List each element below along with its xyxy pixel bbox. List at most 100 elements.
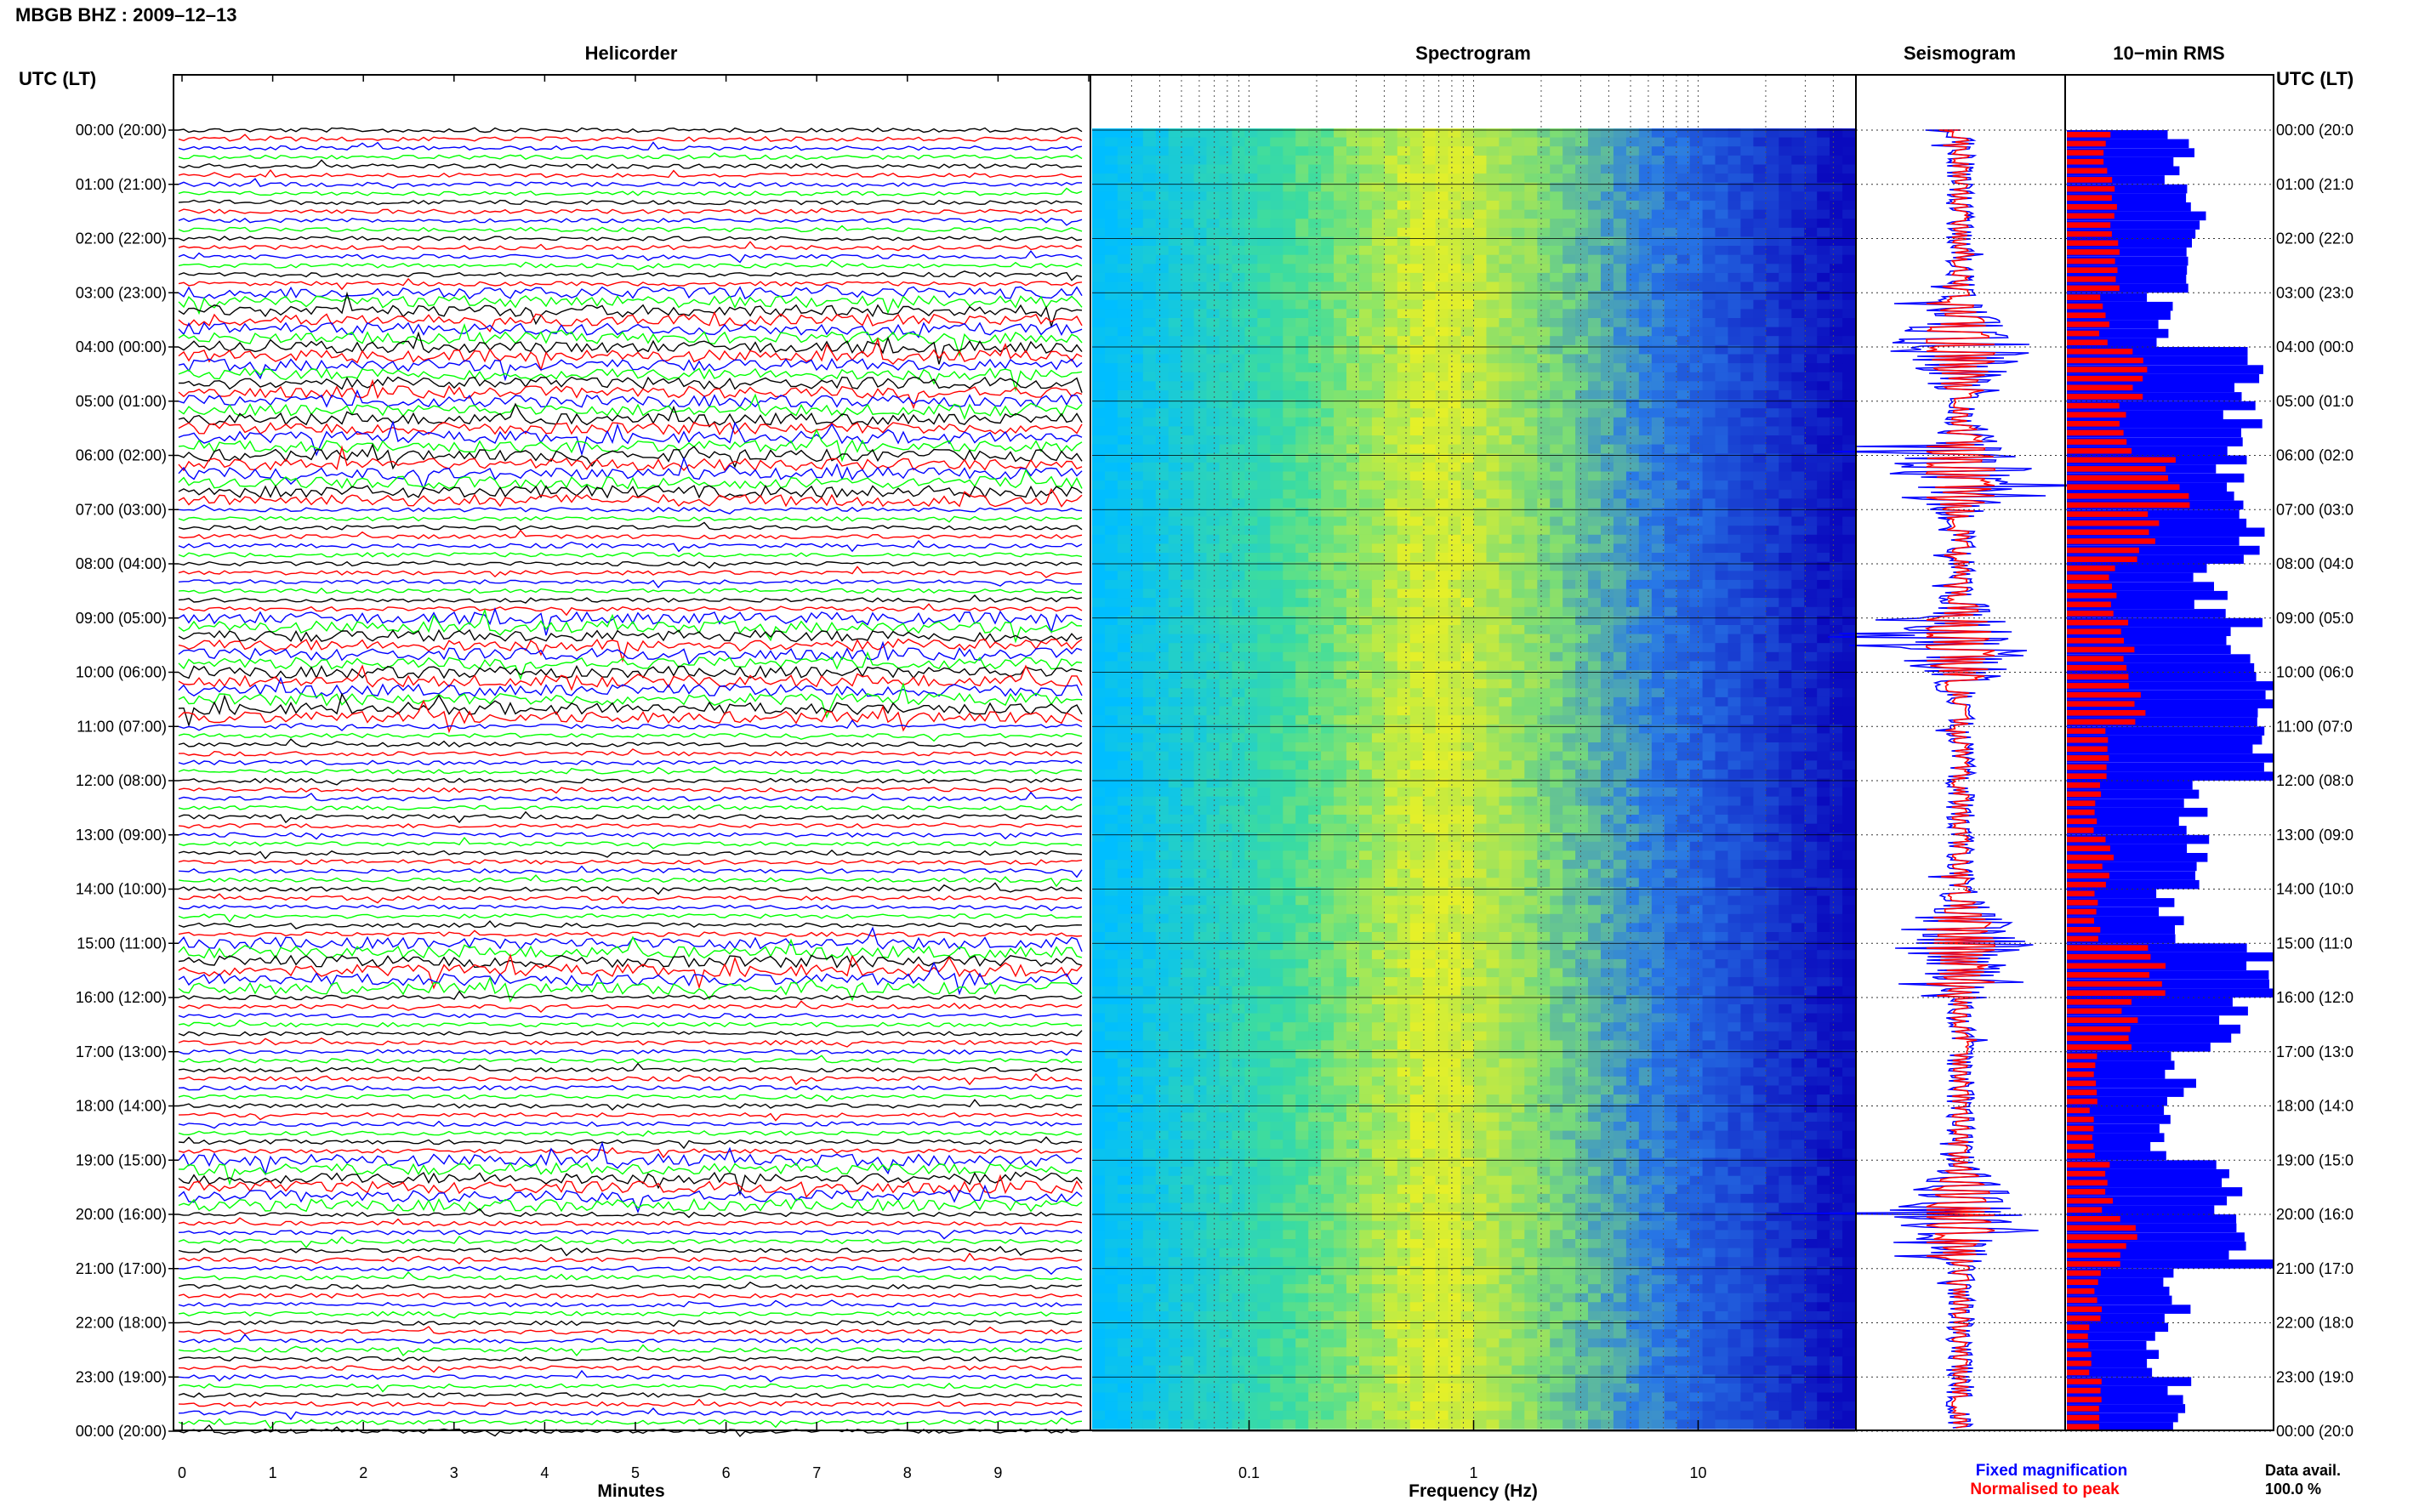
spectrogram-cell: [1550, 182, 1563, 192]
spectrogram-cell: [1638, 815, 1653, 825]
spectrogram-cell: [1625, 606, 1640, 617]
spectrogram-cell: [1588, 128, 1602, 139]
spectrogram-cell: [1435, 706, 1449, 716]
spectrogram-cell: [1371, 616, 1386, 626]
spectrogram-cell: [1232, 516, 1245, 526]
spectrogram-cell: [1625, 200, 1640, 211]
spectrogram-cell: [1651, 643, 1665, 653]
spectrogram-cell: [1244, 344, 1258, 355]
spectrogram-cell: [1740, 389, 1754, 401]
spectrogram-cell: [1219, 670, 1232, 680]
spectrogram-cell: [1384, 200, 1398, 211]
spectrogram-cell: [1181, 408, 1195, 418]
spectrogram-cell: [1676, 634, 1691, 644]
spectrogram-cell: [1283, 408, 1296, 418]
spectrogram-cell: [1193, 381, 1208, 391]
spectrogram-cell: [1308, 453, 1322, 463]
spectrogram-cell: [1817, 815, 1830, 825]
spectrogram-cell: [1193, 480, 1208, 491]
spectrogram-cell: [1740, 444, 1754, 454]
spectrogram-cell: [1295, 344, 1309, 355]
spectrogram-cell: [1257, 787, 1271, 798]
spectrogram-cell: [1257, 579, 1271, 590]
spectrogram-cell: [1842, 534, 1856, 544]
spectrogram-cell: [1130, 606, 1144, 617]
spectrogram-cell: [1676, 625, 1691, 635]
spectrogram-cell: [1295, 272, 1309, 283]
spectrogram-cell: [1537, 200, 1551, 211]
spectrogram-cell: [1321, 381, 1335, 391]
spectrogram-cell: [1448, 291, 1462, 301]
spectrogram-cell: [1334, 227, 1347, 237]
spectrogram-cell: [1270, 534, 1283, 544]
spectrogram-cell: [1105, 219, 1118, 229]
spectrogram-cell: [1422, 651, 1437, 662]
spectrogram-cell: [1473, 182, 1487, 192]
spectrogram-cell: [1346, 236, 1360, 247]
spectrogram-cell: [1842, 516, 1856, 526]
spectrogram-cell: [1384, 805, 1398, 816]
spectrogram-cell: [1511, 363, 1525, 373]
spectrogram-cell: [1219, 291, 1232, 301]
spectrogram-cell: [1117, 435, 1131, 446]
spectrogram-cell: [1397, 155, 1411, 166]
spectrogram-cell: [1130, 670, 1144, 680]
spectrogram-cell: [1588, 336, 1602, 346]
spectrogram-cell: [1842, 372, 1856, 382]
spectrogram-cell: [1486, 191, 1500, 202]
spectrogram-cell: [1766, 508, 1779, 518]
spectrogram-cell: [1371, 254, 1386, 264]
spectrogram-cell: [1460, 661, 1474, 671]
spectrogram-cell: [1601, 778, 1614, 788]
spectrogram-cell: [1334, 579, 1347, 590]
helicorder-trace: [178, 1171, 1083, 1197]
spectrogram-cell: [1206, 787, 1220, 798]
spectrogram-cell: [1817, 778, 1830, 788]
spectrogram-cell: [1473, 435, 1487, 446]
spectrogram-cell: [1817, 598, 1830, 608]
spectrogram-cell: [1817, 742, 1830, 753]
spectrogram-cell: [1295, 679, 1309, 689]
spectrogram-cell: [1232, 706, 1245, 716]
spectrogram-cell: [1321, 462, 1335, 473]
spectrogram-cell: [1283, 281, 1296, 292]
spectrogram-cell: [1270, 796, 1283, 806]
spectrogram-cell: [1575, 796, 1589, 806]
spectrogram-cell: [1830, 137, 1843, 147]
spectrogram-cell: [1689, 823, 1704, 833]
spectrogram-cell: [1283, 444, 1296, 454]
spectrogram-cell: [1664, 381, 1678, 391]
spectrogram-cell: [1409, 209, 1424, 219]
spectrogram-cell: [1283, 489, 1296, 499]
spectrogram-cell: [1727, 579, 1741, 590]
spectrogram-cell: [1486, 643, 1500, 653]
spectrogram-cell: [1346, 453, 1360, 463]
spectrogram-cell: [1422, 137, 1437, 147]
spectrogram-cell: [1664, 281, 1678, 292]
spectrogram-cell: [1181, 526, 1195, 536]
spectrogram-cell: [1625, 543, 1640, 554]
spectrogram-cell: [1830, 128, 1843, 139]
spectrogram-cell: [1092, 408, 1106, 418]
spectrogram-cell: [1499, 561, 1512, 571]
spectrogram-cell: [1486, 309, 1500, 319]
spectrogram-cell: [1702, 435, 1716, 446]
spectrogram-cell: [1105, 526, 1118, 536]
spectrogram-cell: [1397, 254, 1411, 264]
spectrogram-cell: [1753, 209, 1767, 219]
spectrogram-cell: [1473, 679, 1487, 689]
spectrogram-cell: [1206, 389, 1220, 401]
spectrogram-cell: [1244, 841, 1258, 851]
spectrogram-cell: [1727, 571, 1741, 581]
spectrogram-cell: [1830, 389, 1843, 401]
spectrogram-cell: [1804, 128, 1818, 139]
spectrogram-cell: [1830, 264, 1843, 274]
spectrogram-cell: [1537, 155, 1551, 166]
spectrogram-cell: [1117, 850, 1131, 861]
spectrogram-cell: [1791, 128, 1805, 139]
spectrogram-cell: [1105, 625, 1118, 635]
spectrogram-cell: [1511, 462, 1525, 473]
spectrogram-cell: [1206, 823, 1220, 833]
spectrogram-cell: [1193, 679, 1208, 689]
spectrogram-cell: [1117, 670, 1131, 680]
